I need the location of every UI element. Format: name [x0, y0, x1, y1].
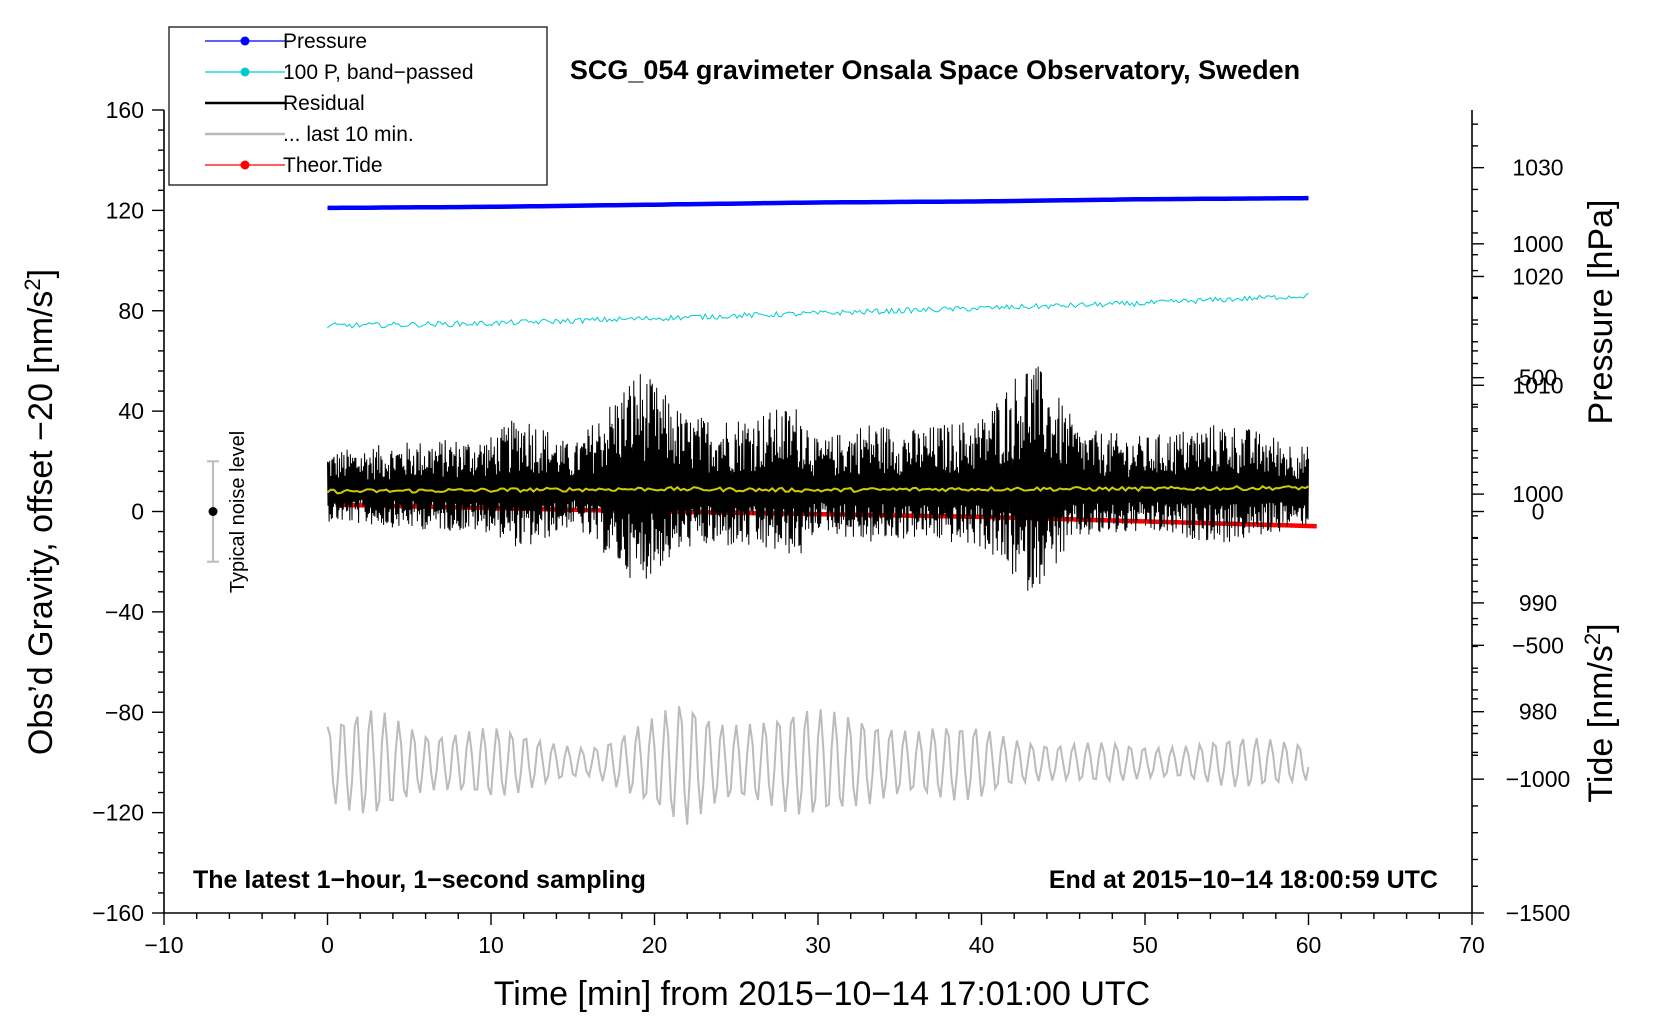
legend-label: Residual	[283, 92, 365, 115]
series-theor-tide	[335, 502, 1317, 529]
pressure-tick-label: 1010	[1512, 372, 1563, 398]
x-tick-label: 60	[1296, 932, 1322, 958]
chart-title: SCG_054 gravimeter Onsala Space Observat…	[570, 55, 1300, 85]
x-tick-label: −10	[144, 932, 183, 958]
x-tick-label: 20	[642, 932, 668, 958]
y-tick-label: −80	[105, 699, 144, 725]
legend-marker	[240, 67, 250, 77]
pressure-tick-label: 1030	[1512, 155, 1563, 181]
series-residual	[327, 366, 1309, 591]
x-tick-label: 10	[478, 932, 504, 958]
legend-marker	[240, 160, 250, 170]
y-tick-label: −160	[92, 900, 144, 926]
legend: Pressure 100 P, band−passed Residual ... la…	[168, 26, 548, 186]
y-tick-label: 80	[118, 298, 144, 324]
legend-label: 100 P, band−passed	[283, 61, 474, 84]
legend-marker	[240, 36, 250, 46]
tide-tick-label: −500	[1512, 632, 1564, 658]
tide-tick-label: −1500	[1506, 900, 1571, 926]
tide-tick-label: 500	[1519, 365, 1557, 391]
pressure-tick-label: 1000	[1512, 481, 1563, 507]
legend-box	[168, 26, 548, 186]
legend-label: ... last 10 min.	[283, 123, 414, 146]
series-last-10-min	[326, 706, 1310, 825]
series-residual-mean	[326, 485, 1309, 495]
x-tick-label: 30	[805, 932, 831, 958]
noise-level-label: Typical noise level	[227, 431, 249, 593]
y-tick-label: −40	[105, 599, 144, 625]
x-tick-label: 40	[969, 932, 995, 958]
y-axis-title: Obs’d Gravity, offset −20 [nm/s2]	[20, 269, 60, 755]
x-tick-label: 50	[1132, 932, 1158, 958]
annotation-end-time: End at 2015−10−14 18:00:59 UTC	[1049, 866, 1438, 894]
y-tick-label: 160	[106, 97, 144, 123]
legend-label: Pressure	[283, 30, 367, 53]
y-tick-label: 120	[106, 197, 144, 223]
series-layer	[326, 195, 1317, 825]
y-tick-label: 0	[131, 499, 144, 525]
x-axis-title: Time [min] from 2015−10−14 17:01:00 UTC	[494, 975, 1150, 1013]
pressure-axis-title: Pressure [hPa]	[1582, 200, 1620, 425]
y-tick-label: 40	[118, 398, 144, 424]
x-tick-label: 0	[321, 932, 334, 958]
pressure-tick-label: 990	[1519, 590, 1557, 616]
series-pressure	[327, 195, 1309, 211]
legend-label: Theor.Tide	[283, 154, 383, 177]
tide-axis-title: Tide [nm/s2]	[1580, 623, 1620, 802]
tide-tick-label: 1000	[1512, 231, 1563, 257]
noise-bar-center	[208, 507, 218, 516]
x-tick-label: 70	[1459, 932, 1485, 958]
series-band-passed	[327, 292, 1309, 329]
pressure-tick-label: 980	[1519, 699, 1557, 725]
tide-tick-label: 0	[1532, 499, 1545, 525]
pressure-tick-label: 1020	[1512, 263, 1563, 289]
axes-layer: −10 0 10 20 30 40 50 60 70−160−120−80−4004080120…	[92, 97, 1570, 958]
annotation-sampling: The latest 1−hour, 1−second sampling	[193, 866, 646, 894]
y-tick-label: −120	[92, 800, 144, 826]
tide-tick-label: −1000	[1506, 766, 1571, 792]
